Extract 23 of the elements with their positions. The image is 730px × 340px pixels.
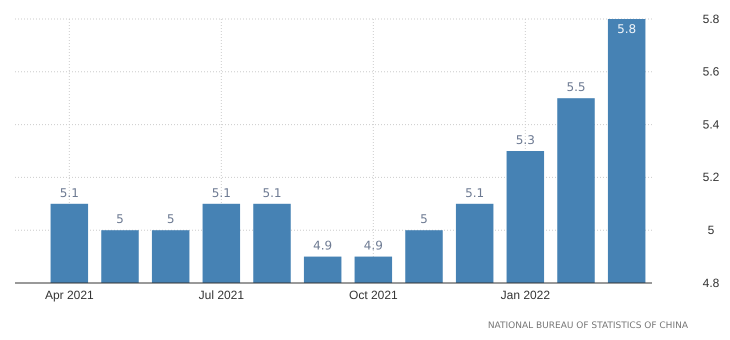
data-label: 5.1 — [60, 186, 79, 200]
y-tick-label: 5.2 — [702, 170, 720, 184]
x-tick-label: Jan 2022 — [500, 288, 550, 302]
data-label: 4.9 — [364, 238, 383, 253]
data-label: 5 — [420, 212, 428, 226]
data-label: 5 — [116, 212, 124, 226]
x-tick-label: Jul 2021 — [198, 288, 244, 302]
data-label: 5.1 — [465, 186, 484, 200]
data-label: 5 — [166, 212, 174, 226]
data-label: 4.9 — [313, 238, 332, 253]
y-tick-label: 5.4 — [702, 117, 720, 132]
y-tick-label: 5.6 — [702, 64, 720, 79]
y-tick-label: 5 — [708, 223, 715, 238]
x-tick-label: Apr 2021 — [44, 288, 94, 302]
y-tick-label: 5.8 — [702, 12, 720, 26]
y-tick-label: 4.8 — [702, 276, 720, 290]
data-label: 5.1 — [262, 186, 282, 200]
x-tick-label: Oct 2021 — [348, 288, 398, 302]
data-label: 5.1 — [212, 186, 231, 200]
data-label: 5.3 — [516, 133, 535, 147]
data-label: 5.8 — [617, 22, 636, 36]
data-label: 5.5 — [566, 80, 586, 94]
text: NATIONAL BUREAU OF STATISTICS OF CHINA — [488, 321, 689, 331]
